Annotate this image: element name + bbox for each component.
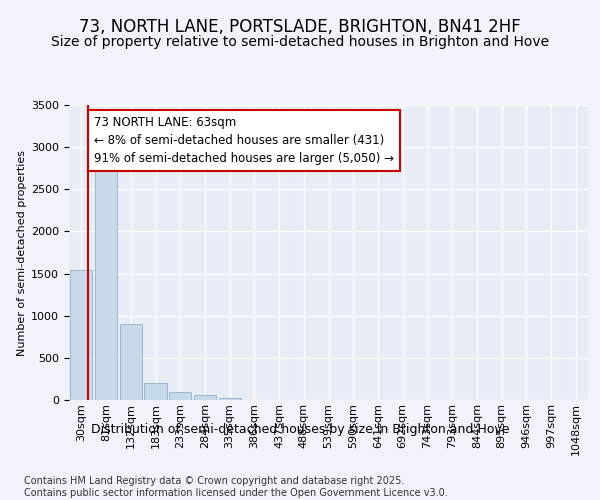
Text: Size of property relative to semi-detached houses in Brighton and Hove: Size of property relative to semi-detach… xyxy=(51,35,549,49)
Text: 73 NORTH LANE: 63sqm
← 8% of semi-detached houses are smaller (431)
91% of semi-: 73 NORTH LANE: 63sqm ← 8% of semi-detach… xyxy=(94,116,394,165)
Bar xyxy=(218,398,241,400)
Text: Contains HM Land Registry data © Crown copyright and database right 2025.
Contai: Contains HM Land Registry data © Crown c… xyxy=(24,476,448,498)
Bar xyxy=(95,166,117,400)
Bar xyxy=(194,396,216,400)
Bar xyxy=(169,392,191,400)
Bar xyxy=(119,324,142,400)
Text: Distribution of semi-detached houses by size in Brighton and Hove: Distribution of semi-detached houses by … xyxy=(91,422,509,436)
Bar xyxy=(145,383,167,400)
Text: 73, NORTH LANE, PORTSLADE, BRIGHTON, BN41 2HF: 73, NORTH LANE, PORTSLADE, BRIGHTON, BN4… xyxy=(79,18,521,36)
Bar xyxy=(70,270,92,400)
Y-axis label: Number of semi-detached properties: Number of semi-detached properties xyxy=(17,150,27,356)
